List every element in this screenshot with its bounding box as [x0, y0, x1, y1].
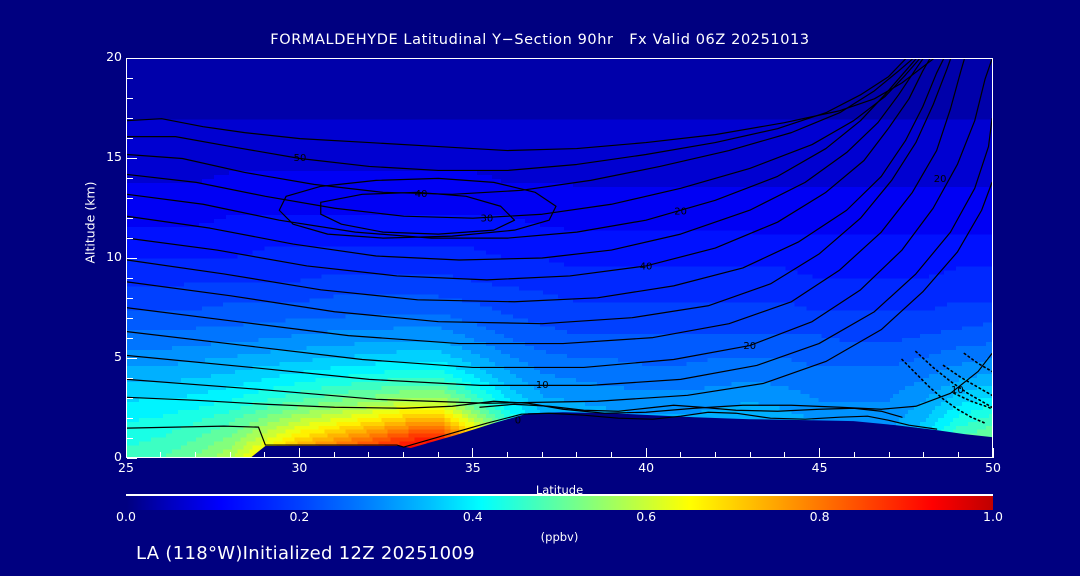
x-tick-mark	[992, 448, 994, 458]
colorbar-tick-label: 0.0	[96, 510, 156, 524]
x-tick-mark	[957, 452, 959, 458]
y-tick-mark	[127, 337, 133, 339]
x-tick-mark	[194, 452, 196, 458]
x-tick-label: 50	[963, 461, 1023, 475]
x-tick-mark	[749, 452, 751, 458]
x-tick-mark	[368, 452, 370, 458]
x-tick-mark	[853, 452, 855, 458]
x-tick-mark	[784, 452, 786, 458]
x-tick-mark	[576, 452, 578, 458]
plot-inner: 50 40 30 20 40 20 20 10 0 10	[127, 59, 992, 457]
x-tick-mark	[125, 448, 127, 458]
x-tick-mark	[298, 448, 300, 458]
x-tick-label: 30	[269, 461, 329, 475]
x-tick-mark	[819, 448, 821, 458]
page-title: FORMALDEHYDE Latitudinal Y−Section 90hr …	[0, 32, 1080, 48]
initialization-label: LA (118°W)Initialized 12Z 20251009	[136, 543, 475, 564]
y-tick-mark	[127, 117, 133, 119]
y-tick-mark	[127, 397, 133, 399]
colorbar-top-rule	[126, 494, 993, 496]
y-tick-mark	[127, 157, 137, 159]
x-tick-mark	[611, 452, 612, 458]
x-tick-mark	[264, 452, 266, 458]
colorbar[interactable]	[126, 494, 993, 510]
colorbar-tick-label: 0.2	[269, 510, 329, 524]
y-tick-mark	[127, 137, 133, 139]
x-tick-mark	[680, 452, 682, 458]
y-tick-label: 10	[82, 250, 122, 264]
x-tick-mark	[645, 448, 647, 458]
x-tick-label: 45	[790, 461, 850, 475]
x-tick-mark	[437, 452, 439, 458]
formaldehyde-field	[127, 59, 992, 457]
x-tick-label: 35	[443, 461, 503, 475]
colorbar-tick-label: 0.8	[790, 510, 850, 524]
x-tick-mark	[507, 452, 508, 458]
y-tick-mark	[127, 77, 133, 79]
y-tick-mark	[127, 257, 137, 259]
x-tick-mark	[923, 452, 925, 458]
y-tick-mark	[127, 457, 137, 459]
x-axis-ticks: 25 30 35 40 45 50	[118, 461, 1001, 484]
x-tick-label: 40	[616, 461, 676, 475]
y-tick-mark	[127, 97, 133, 99]
y-tick-mark	[127, 277, 133, 279]
y-tick-mark	[127, 57, 137, 59]
x-tick-mark	[229, 452, 231, 458]
y-tick-mark	[127, 197, 133, 199]
x-tick-mark	[541, 452, 543, 458]
x-tick-label: 25	[96, 461, 156, 475]
colorbar-tick-label: 0.6	[616, 510, 676, 524]
y-tick-mark	[127, 377, 133, 379]
y-axis-ticks: 0 5 10 15 20	[78, 50, 122, 462]
y-tick-mark	[127, 317, 133, 319]
colorbar-tick-label: 1.0	[963, 510, 1023, 524]
y-tick-mark	[127, 297, 133, 299]
x-tick-mark	[472, 448, 474, 458]
x-axis-title: Latitude	[126, 483, 993, 497]
colorbar-units-label: (ppbv)	[126, 530, 993, 544]
y-tick-label: 5	[82, 350, 122, 364]
x-tick-mark	[333, 452, 335, 458]
colorbar-tick-label: 0.4	[443, 510, 503, 524]
y-tick-mark	[127, 237, 133, 239]
y-tick-mark	[127, 217, 133, 219]
y-tick-label: 15	[82, 150, 122, 164]
colorbar-tick-labels: 0.0 0.2 0.4 0.6 0.8 1.0	[116, 510, 1003, 531]
x-tick-mark	[160, 452, 162, 458]
y-tick-mark	[127, 357, 137, 359]
x-tick-mark	[402, 452, 404, 458]
colorbar-gradient	[126, 496, 993, 510]
x-tick-mark	[888, 452, 890, 458]
y-tick-mark	[127, 437, 133, 439]
y-tick-mark	[127, 417, 133, 419]
y-tick-mark	[127, 177, 133, 179]
y-tick-label: 0	[82, 450, 122, 464]
x-tick-mark	[715, 452, 717, 458]
y-tick-label: 20	[82, 50, 122, 64]
plot-area[interactable]: 50 40 30 20 40 20 20 10 0 10	[126, 58, 993, 458]
